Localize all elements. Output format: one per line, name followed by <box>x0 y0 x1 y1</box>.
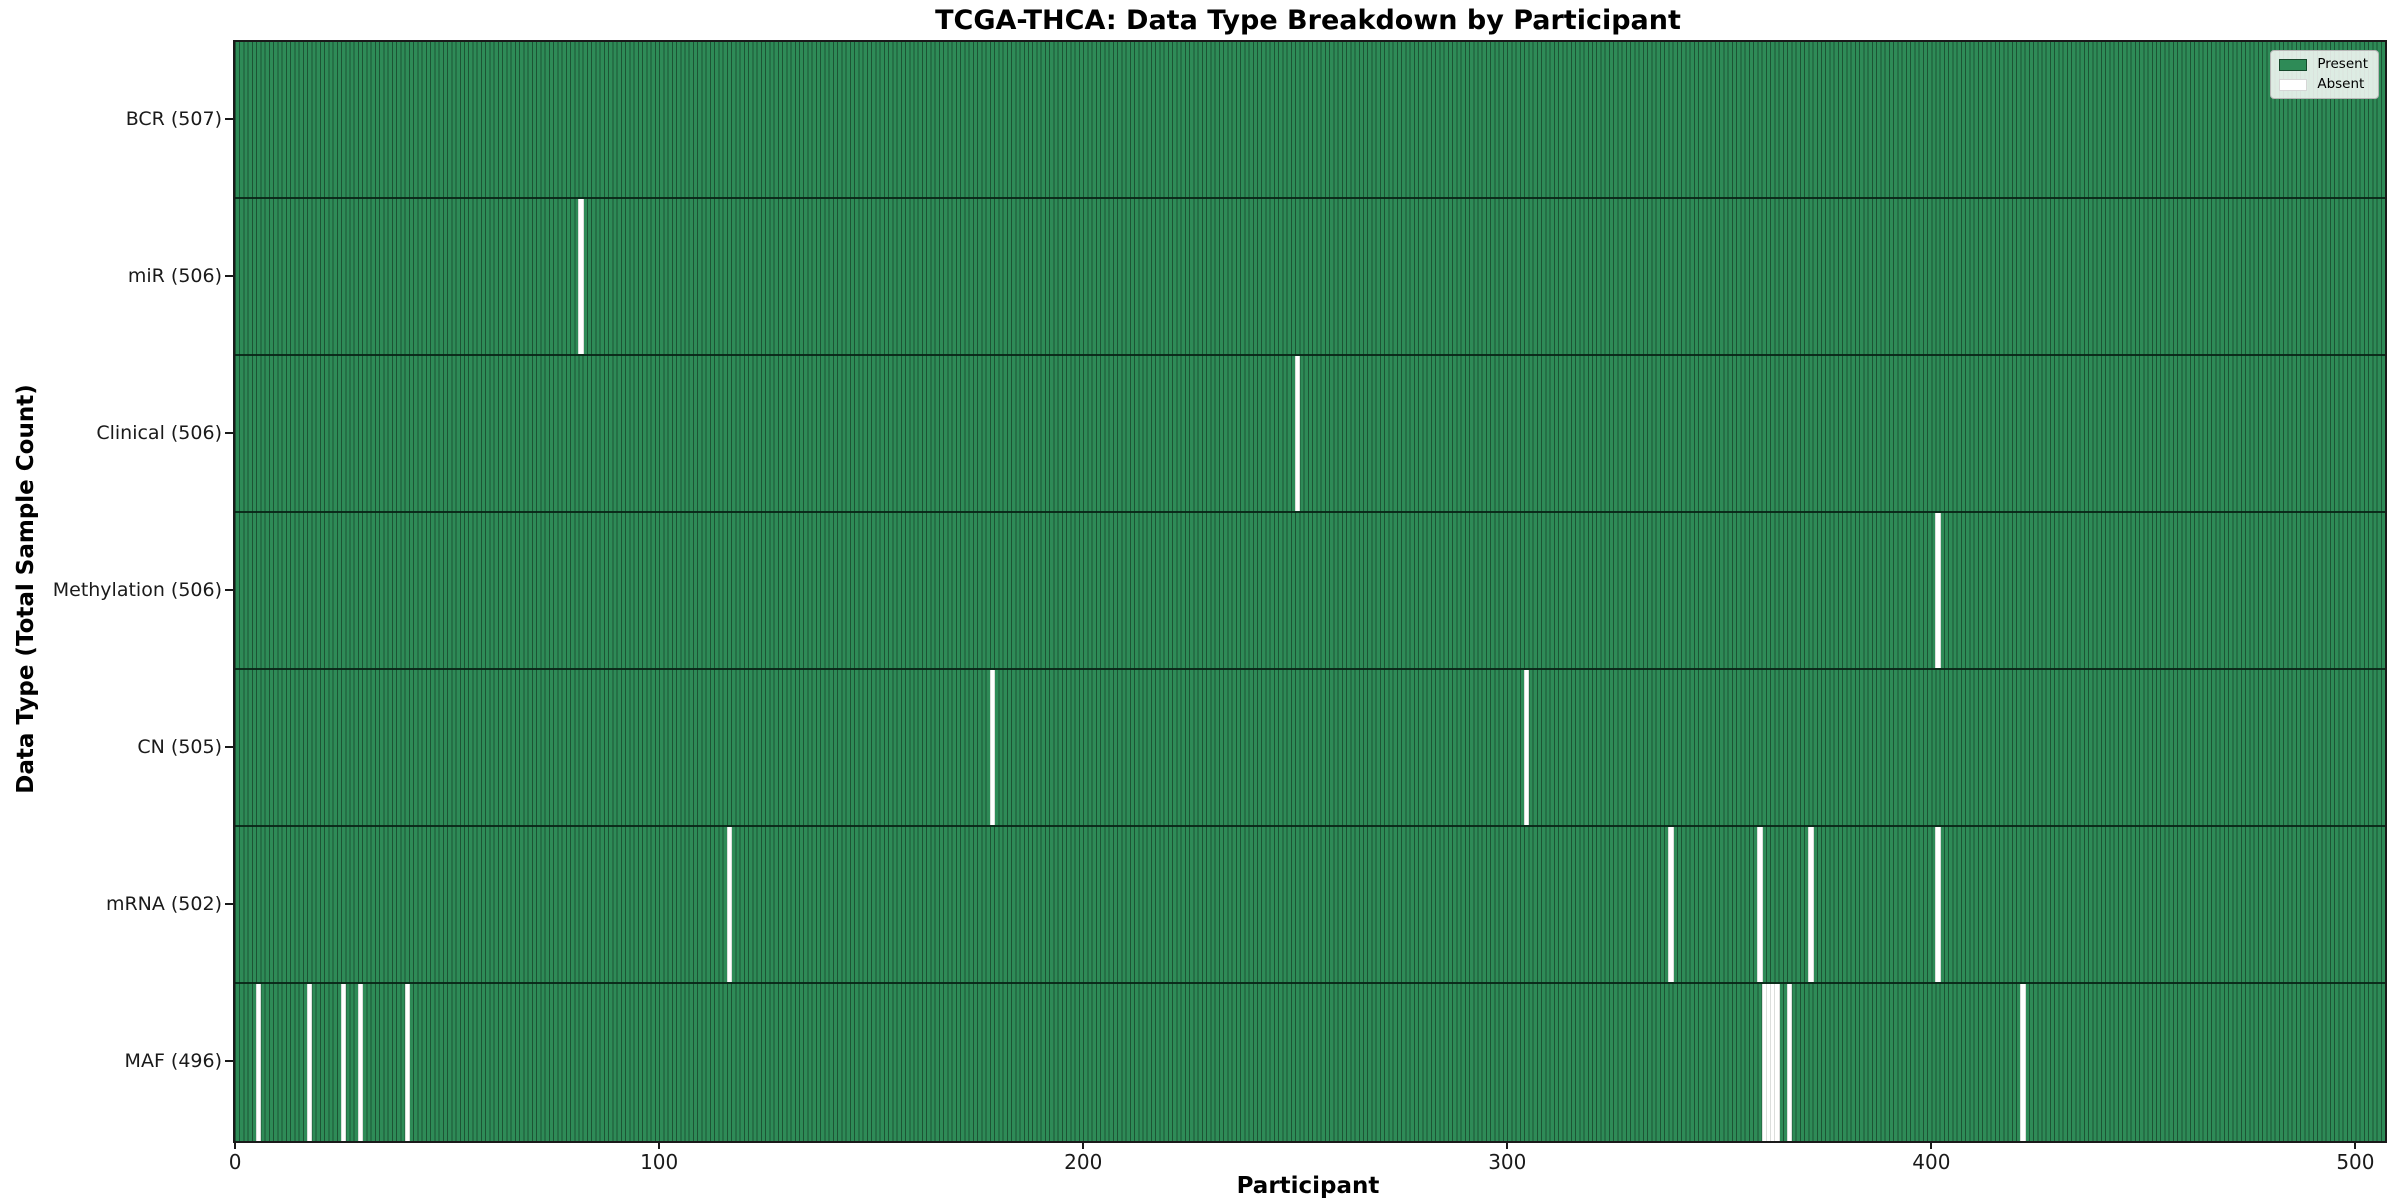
x-tick-mark <box>234 1141 237 1149</box>
x-tick-mark <box>2354 1141 2357 1149</box>
x-tick-label: 400 <box>1912 1150 1951 1174</box>
absent-stripe <box>1668 827 1674 982</box>
absent-stripe <box>1787 984 1793 1141</box>
heatmap-row-MAF <box>235 984 2385 1141</box>
legend-swatch-absent <box>2279 78 2308 91</box>
x-tick-label: 100 <box>640 1150 679 1174</box>
y-tick-mark <box>225 588 233 591</box>
absent-stripe <box>1757 827 1763 982</box>
x-tick-mark <box>658 1141 661 1149</box>
heatmap-row-Clinical <box>235 356 2385 513</box>
y-tick-label-BCR: BCR (507) <box>125 107 222 130</box>
y-tick-label-CN: CN (505) <box>137 735 222 758</box>
x-tick-mark <box>1506 1141 1509 1149</box>
heatmap-row-Methylation <box>235 513 2385 670</box>
legend-item-absent: Absent <box>2279 77 2368 92</box>
absent-stripe <box>726 827 733 982</box>
absent-stripe <box>1808 827 1814 982</box>
heatmap-row-miR <box>235 199 2385 356</box>
absent-stripe <box>1935 827 1941 982</box>
y-tick-label-Clinical: Clinical (506) <box>96 421 222 444</box>
absent-stripe <box>1774 984 1780 1141</box>
absent-stripe <box>1524 670 1530 825</box>
absent-stripe <box>307 984 313 1141</box>
chart-title: TCGA-THCA: Data Type Breakdown by Partic… <box>935 5 1681 36</box>
y-tick-label-mRNA: mRNA (502) <box>105 892 222 915</box>
heatmap-row-BCR <box>235 42 2385 199</box>
absent-stripe <box>1765 984 1772 1141</box>
x-tick-mark <box>1930 1141 1933 1149</box>
heatmap-row-CN <box>235 670 2385 827</box>
legend-item-present: Present <box>2279 57 2368 72</box>
legend-label: Absent <box>2317 76 2365 92</box>
y-tick-mark <box>225 1059 233 1062</box>
plot-area: Present Absent <box>233 40 2387 1143</box>
absent-stripe <box>989 670 996 825</box>
absent-stripe <box>1770 984 1776 1141</box>
legend-label: Present <box>2317 56 2368 72</box>
y-tick-mark <box>225 431 233 434</box>
y-tick-label-Methylation: Methylation (506) <box>52 578 222 601</box>
absent-stripe <box>1935 513 1941 668</box>
x-tick-label: 0 <box>228 1150 242 1174</box>
y-tick-label-MAF: MAF (496) <box>124 1049 222 1072</box>
y-tick-mark <box>225 117 233 120</box>
y-axis-label: Data Type (Total Sample Count) <box>13 384 39 794</box>
x-axis-label: Participant <box>1236 1173 1380 1199</box>
y-tick-label-miR: miR (506) <box>127 264 222 287</box>
y-tick-mark <box>225 745 233 748</box>
x-tick-label: 200 <box>1064 1150 1103 1174</box>
legend-swatch-present <box>2279 58 2308 71</box>
x-tick-mark <box>1082 1141 1085 1149</box>
absent-stripe <box>1761 984 1767 1141</box>
absent-stripe <box>578 199 584 354</box>
heatmap-row-mRNA <box>235 827 2385 984</box>
x-tick-label: 500 <box>2336 1150 2375 1174</box>
absent-stripe <box>1295 356 1301 511</box>
absent-stripe <box>357 984 364 1141</box>
y-tick-mark <box>225 902 233 905</box>
x-tick-label: 300 <box>1488 1150 1527 1174</box>
absent-stripe <box>256 984 262 1141</box>
absent-stripe <box>404 984 410 1141</box>
absent-stripe <box>2020 984 2026 1141</box>
y-tick-mark <box>225 274 233 277</box>
chart-legend: Present Absent <box>2270 50 2379 99</box>
absent-stripe <box>341 984 347 1141</box>
